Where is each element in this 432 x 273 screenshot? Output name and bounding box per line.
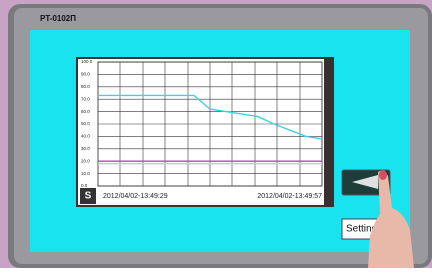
- y-tick-label: 50.0: [81, 121, 90, 126]
- y-tick-label: 60.0: [81, 109, 90, 114]
- y-tick-label: 70.0: [81, 96, 90, 101]
- y-tick-label: 90.0: [81, 72, 90, 77]
- x-start-label: 2012/04/02-13:49:29: [103, 193, 168, 200]
- y-tick-label: 80.0: [81, 84, 90, 89]
- x-end-label: 2012/04/02-13:49:57: [257, 193, 322, 200]
- y-tick-label: 0.0: [81, 183, 88, 188]
- y-tick-label: 20.0: [81, 158, 90, 163]
- y-tick-label: 30.0: [81, 146, 90, 151]
- y-tick-label: 10.0: [81, 171, 90, 176]
- s-icon-letter: S: [85, 191, 92, 202]
- fingernail: [379, 170, 387, 180]
- device-label: PT-0102П: [40, 14, 76, 23]
- y-tick-label: 40.0: [81, 134, 90, 139]
- hmi-screenshot: PT-0102П 0.0 10.0 20.0 30.0 40.0 50.0 60.0 70.0…: [0, 0, 432, 268]
- y-tick-label: 100.0: [81, 59, 93, 64]
